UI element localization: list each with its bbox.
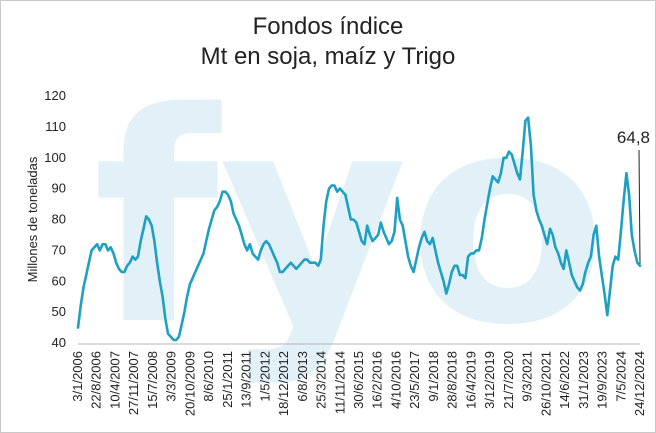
x-tick-label: 9/3/2021 — [520, 351, 535, 402]
y-tick-label: 70 — [52, 242, 66, 257]
chart-title: Fondos índice Mt en soja, maíz y Trigo — [0, 12, 656, 72]
x-tick-label: 23/5/2017 — [407, 351, 422, 409]
last-value-annotation: 64,8 — [617, 128, 650, 147]
x-tick-label: 3/3/2009 — [164, 351, 179, 402]
x-tick-label: 3/1/2006 — [70, 351, 85, 402]
x-tick-label: 8/6/2010 — [201, 351, 216, 402]
y-axis-label: Millones de toneladas — [25, 156, 40, 282]
x-tick-label: 21/7/2020 — [501, 351, 516, 409]
x-tick-label: 24/12/2024 — [632, 351, 647, 416]
x-tick-label: 22/8/2006 — [89, 351, 104, 409]
x-tick-label: 16/2/2016 — [370, 351, 385, 409]
x-axis: 3/1/2006 22/8/2006 10/4/2007 27/11/2007 15/7… — [70, 343, 647, 416]
x-tick-label: 3/12/2019 — [482, 351, 497, 409]
x-tick-label: 25/3/2014 — [314, 351, 329, 409]
chart-title-line2: Mt en soja, maíz y Trigo — [200, 43, 456, 70]
x-tick-label: 18/12/2012 — [276, 351, 291, 416]
y-tick-label: 90 — [52, 181, 66, 196]
x-tick-label: 28/8/2018 — [445, 351, 460, 409]
plot-area — [76, 116, 642, 342]
y-tick-label: 60 — [52, 273, 66, 288]
x-tick-label: 27/11/2007 — [126, 351, 141, 415]
x-tick-label: 6/8/2013 — [295, 351, 310, 402]
x-tick-label: 7/5/2024 — [613, 351, 628, 402]
chart-title-line1: Fondos índice — [252, 13, 404, 40]
x-tick-label: 14/6/2022 — [557, 351, 572, 409]
x-tick-label: 15/7/2008 — [145, 351, 160, 409]
annotation-group: 64,8 — [617, 128, 650, 264]
x-tick-label: 25/1/2011 — [220, 351, 235, 408]
annotation-leader — [638, 149, 641, 264]
y-axis: 40 50 60 70 80 90 100 110 120 Millones de tonelad… — [25, 88, 66, 350]
y-tick-label: 120 — [44, 88, 66, 103]
x-tick-label: 20/10/2009 — [182, 351, 197, 416]
x-tick-label: 19/9/2023 — [595, 351, 610, 409]
y-tick-label: 50 — [52, 304, 66, 319]
x-tick-label: 10/4/2007 — [107, 351, 122, 409]
x-tick-label: 30/6/2015 — [351, 351, 366, 409]
x-tick-label: 13/9/2011 — [239, 351, 254, 408]
x-tick-label: 9/1/2018 — [426, 351, 441, 402]
y-tick-label: 110 — [45, 119, 66, 134]
x-tick-label: 4/10/2016 — [388, 351, 403, 409]
x-tick-label: 26/10/2021 — [538, 351, 553, 416]
x-tick-label: 11/11/2014 — [332, 351, 347, 414]
series-line — [76, 116, 642, 342]
x-tick-label: 31/1/2023 — [576, 351, 591, 409]
y-tick-label: 100 — [44, 150, 66, 165]
x-tick-label: 16/4/2019 — [463, 351, 478, 409]
x-tick-label: 1/5/2012 — [257, 351, 272, 402]
y-tick-label: 40 — [52, 335, 66, 350]
y-tick-label: 80 — [52, 212, 66, 227]
